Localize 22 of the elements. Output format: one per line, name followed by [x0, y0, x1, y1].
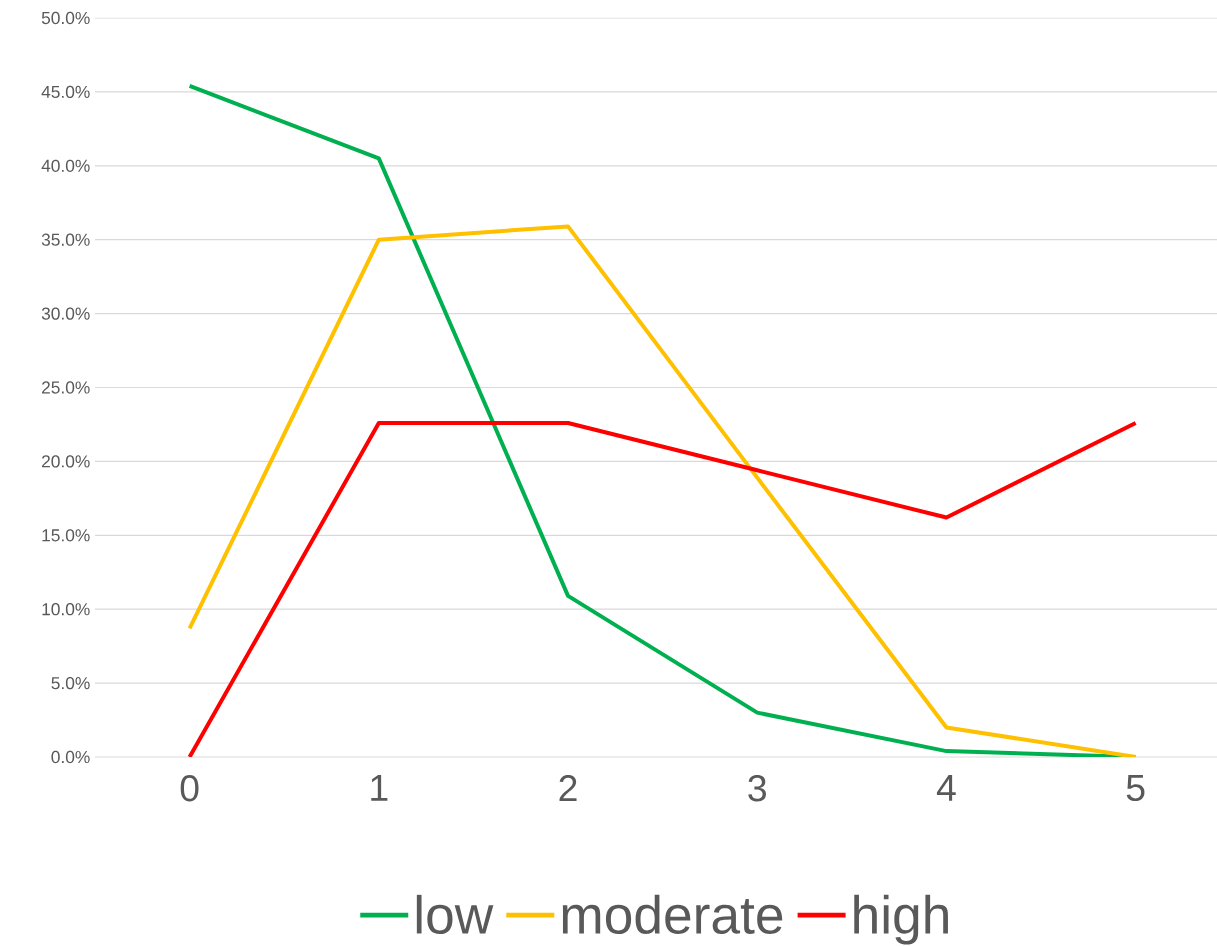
y-tick-label: 10.0%	[42, 603, 90, 616]
y-tick-label: 15.0%	[42, 529, 90, 542]
y-tick-label: 5.0%	[51, 676, 90, 690]
legend-label: high	[854, 894, 948, 945]
legend-label: moderate	[562, 894, 783, 934]
legend-label: low	[416, 894, 494, 934]
y-tick-label: 0.0%	[51, 750, 90, 764]
y-tick-label: 40.0%	[41, 159, 90, 172]
x-tick-label: 4	[936, 775, 956, 801]
line-series	[187, 224, 1138, 757]
line-series	[187, 420, 1138, 757]
y-tick-label: 50.0%	[41, 11, 90, 25]
x-tick-label: 3	[748, 775, 766, 802]
y-tick-label: 35.0%	[41, 233, 90, 246]
y-tick-label: 30.0%	[41, 307, 90, 320]
y-tick-label: 25.0%	[42, 381, 90, 394]
y-tick-label: 45.0%	[41, 85, 90, 99]
x-tick-label: 2	[559, 775, 577, 802]
x-tick-label: 0	[180, 775, 199, 802]
y-tick-label: 20.0%	[42, 455, 90, 468]
x-tick-label: 1	[371, 775, 388, 801]
x-tick-label: 5	[1126, 775, 1145, 802]
